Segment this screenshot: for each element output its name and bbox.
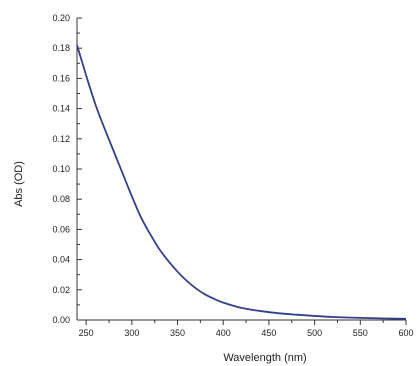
y-tick-label: 0.10 (52, 164, 70, 174)
x-axis-title: Wavelength (nm) (223, 352, 306, 364)
absorbance-series-line (76, 44, 407, 320)
x-ticks: 250 300 350 400 450 500 550 600 (79, 320, 414, 338)
y-tick-label: 0.18 (52, 43, 70, 53)
y-tick-label: 0.06 (52, 224, 70, 234)
x-tick-label: 500 (307, 328, 322, 338)
x-tick-label: 450 (261, 328, 276, 338)
y-axis-title: Abs (OD) (13, 161, 25, 207)
x-tick-label: 350 (170, 328, 185, 338)
x-tick-label: 550 (353, 328, 368, 338)
y-tick-label: 0.02 (52, 285, 70, 295)
y-tick-label: 0.20 (52, 13, 70, 23)
x-tick-label: 300 (124, 328, 139, 338)
x-tick-label: 400 (216, 328, 231, 338)
y-ticks: 0.00 0.02 0.04 0.06 0.08 0.10 0.12 0.14 0.16 0.18… (52, 13, 82, 325)
series-layer (76, 44, 407, 320)
y-tick-label: 0.00 (52, 315, 70, 325)
y-tick-label: 0.12 (52, 134, 70, 144)
x-tick-label: 250 (79, 328, 94, 338)
y-tick-label: 0.04 (52, 255, 70, 265)
y-tick-label: 0.16 (52, 73, 70, 83)
y-tick-label: 0.14 (52, 104, 70, 114)
y-tick-label: 0.08 (52, 194, 70, 204)
plot-frame (76, 18, 406, 321)
x-tick-label: 600 (398, 328, 413, 338)
